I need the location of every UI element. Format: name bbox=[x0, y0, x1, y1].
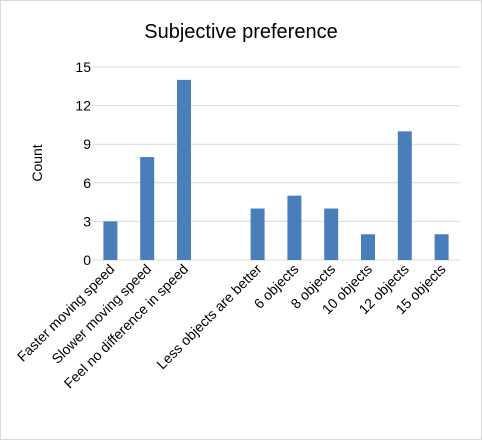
chart-title: Subjective preference bbox=[144, 21, 337, 43]
y-axis-label: Count bbox=[29, 144, 45, 181]
bar bbox=[140, 157, 155, 260]
y-tick-label: 0 bbox=[83, 252, 91, 268]
y-tick-label: 12 bbox=[75, 98, 91, 114]
bar bbox=[103, 221, 118, 260]
bar bbox=[324, 208, 339, 260]
y-tick-label: 3 bbox=[83, 213, 91, 229]
bar bbox=[397, 131, 412, 260]
bars bbox=[103, 79, 449, 260]
bar bbox=[434, 234, 449, 260]
bar bbox=[177, 79, 191, 260]
y-tick-label: 15 bbox=[75, 59, 91, 75]
bar bbox=[361, 234, 375, 260]
bar bbox=[287, 195, 302, 260]
y-tick-label: 6 bbox=[83, 175, 91, 191]
bar bbox=[250, 208, 265, 260]
y-tick-labels: 0 3 6 9 12 15 bbox=[75, 59, 91, 268]
y-tick-label: 9 bbox=[83, 136, 91, 152]
